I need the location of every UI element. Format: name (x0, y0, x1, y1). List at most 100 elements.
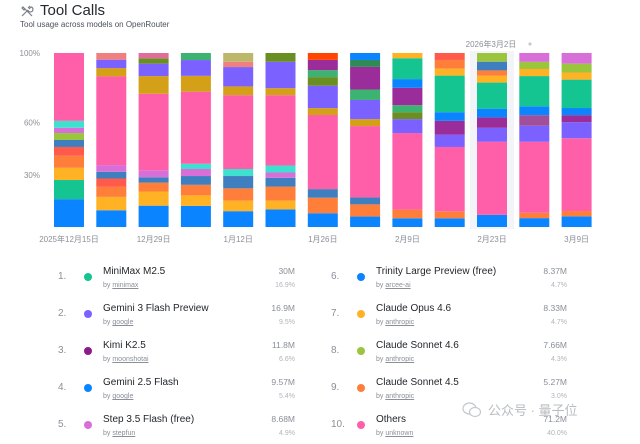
bar-segment[interactable] (96, 171, 127, 179)
legend-model-name[interactable]: Claude Opus 4.6 (376, 303, 452, 314)
bar-column[interactable] (519, 53, 550, 227)
bar-segment[interactable] (180, 184, 211, 196)
bar-segment[interactable] (350, 89, 381, 100)
bar-segment[interactable] (54, 127, 84, 134)
legend-model-name[interactable]: Claude Sonnet 4.6 (376, 340, 459, 351)
bar-segment[interactable] (54, 199, 84, 227)
bar-column[interactable] (307, 53, 338, 227)
bar-segment[interactable] (350, 99, 381, 120)
bar-segment[interactable] (434, 53, 465, 60)
bar-segment[interactable] (307, 85, 338, 109)
bar-segment[interactable] (307, 189, 338, 198)
bar-segment[interactable] (54, 155, 84, 168)
bar-segment[interactable] (392, 58, 423, 80)
bar-column[interactable] (223, 53, 254, 227)
bar-segment[interactable] (561, 216, 592, 227)
bar-segment[interactable] (223, 86, 254, 96)
legend-item[interactable]: 8. Claude Sonnet 4.6 by anthropic 7.66M … (331, 336, 591, 370)
legend-item[interactable]: 1. MiniMax M2.5 by minimax 30M 16.9% (58, 262, 318, 296)
legend-item[interactable]: 6. Trinity Large Preview (free) by arcee… (331, 262, 591, 296)
legend-model-name[interactable]: Gemini 2.5 Flash (103, 377, 179, 388)
bar-segment[interactable] (96, 68, 127, 77)
legend-model-name[interactable]: Others (376, 414, 407, 425)
bar-segment[interactable] (561, 138, 592, 212)
bar-segment[interactable] (561, 63, 592, 73)
bar-segment[interactable] (519, 212, 550, 219)
bar-segment[interactable] (180, 176, 211, 185)
bar-segment[interactable] (265, 88, 296, 96)
bar-segment[interactable] (96, 186, 127, 197)
bar-segment[interactable] (223, 211, 254, 227)
bar-segment[interactable] (519, 68, 550, 77)
bar-segment[interactable] (265, 61, 296, 89)
bar-segment[interactable] (265, 186, 296, 201)
bar-column[interactable] (350, 53, 381, 227)
bar-segment[interactable] (477, 117, 507, 128)
bar-segment[interactable] (54, 140, 84, 147)
bar-segment[interactable] (96, 53, 127, 60)
bar-column[interactable] (265, 53, 296, 227)
bar-segment[interactable] (265, 200, 296, 210)
bar-column[interactable] (96, 53, 127, 227)
bar-segment[interactable] (519, 218, 550, 227)
legend-author-link[interactable]: anthropic (385, 393, 415, 400)
bar-segment[interactable] (223, 176, 254, 189)
bar-segment[interactable] (561, 122, 592, 139)
bar-segment[interactable] (54, 120, 84, 128)
legend-author-link[interactable]: google (112, 319, 134, 326)
bar-segment[interactable] (434, 120, 465, 135)
bar-segment[interactable] (392, 119, 423, 134)
bar-segment[interactable] (519, 61, 550, 69)
legend-item[interactable]: 3. Kimi K2.5 by moonshotai 11.8M 6.6% (58, 336, 318, 370)
bar-segment[interactable] (477, 70, 507, 76)
bar-segment[interactable] (265, 177, 296, 187)
bar-segment[interactable] (392, 112, 423, 120)
legend-model-name[interactable]: Gemini 3 Flash Preview (103, 303, 209, 314)
bar-segment[interactable] (96, 165, 127, 172)
legend-author-link[interactable]: stepfun (112, 430, 136, 437)
bar-segment[interactable] (180, 195, 211, 206)
bar-segment[interactable] (265, 165, 296, 173)
legend-author-link[interactable]: unknown (385, 430, 414, 437)
bar-segment[interactable] (307, 77, 338, 86)
bar-segment[interactable] (561, 53, 592, 64)
bar-segment[interactable] (477, 53, 507, 62)
bar-segment[interactable] (477, 127, 507, 142)
bar-segment[interactable] (180, 60, 211, 76)
bar-segment[interactable] (477, 75, 507, 83)
bar-segment[interactable] (54, 53, 84, 121)
bar-segment[interactable] (96, 196, 127, 211)
bar-segment[interactable] (561, 72, 592, 80)
legend-author-link[interactable]: moonshotai (112, 356, 149, 363)
bar-segment[interactable] (138, 205, 169, 227)
bar-segment[interactable] (54, 133, 84, 140)
legend-author-link[interactable]: anthropic (385, 356, 415, 363)
bar-segment[interactable] (307, 213, 338, 227)
bar-segment[interactable] (223, 200, 254, 212)
bar-segment[interactable] (180, 75, 211, 92)
bar-segment[interactable] (138, 177, 169, 183)
bar-segment[interactable] (392, 218, 423, 227)
bar-segment[interactable] (223, 95, 254, 169)
bar-segment[interactable] (265, 209, 296, 227)
legend-item[interactable]: 7. Claude Opus 4.6 by anthropic 8.33M 4.… (331, 299, 591, 333)
bar-segment[interactable] (350, 59, 381, 67)
bar-segment[interactable] (434, 59, 465, 69)
legend-item[interactable]: 2. Gemini 3 Flash Preview by google 16.9… (58, 299, 318, 333)
bar-segment[interactable] (477, 141, 507, 215)
bar-segment[interactable] (138, 76, 169, 94)
bar-segment[interactable] (307, 115, 338, 190)
legend-author-link[interactable]: minimax (112, 282, 139, 289)
bar-segment[interactable] (350, 216, 381, 227)
bar-segment[interactable] (350, 197, 381, 205)
bar-segment[interactable] (223, 188, 254, 201)
bar-segment[interactable] (223, 67, 254, 87)
bar-segment[interactable] (265, 53, 296, 62)
bar-segment[interactable] (519, 76, 550, 107)
bar-segment[interactable] (54, 146, 84, 156)
bar-column[interactable] (561, 53, 592, 227)
legend-author-link[interactable]: google (112, 393, 134, 400)
bar-segment[interactable] (392, 79, 423, 88)
bar-segment[interactable] (434, 75, 465, 113)
bar-segment[interactable] (519, 125, 550, 142)
